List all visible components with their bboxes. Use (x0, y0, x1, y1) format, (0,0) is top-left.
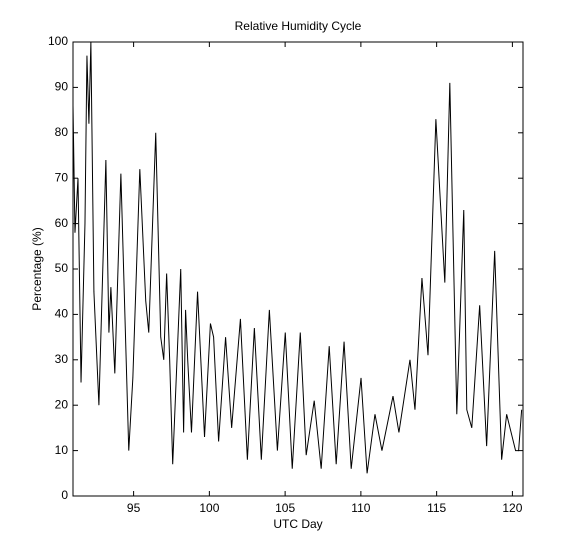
line-series (72, 41, 523, 474)
y-tick-label: 100 (48, 34, 68, 48)
x-tick-label: 110 (351, 501, 370, 515)
y-tick-label: 70 (55, 170, 69, 184)
x-tick-label: 100 (199, 501, 219, 515)
y-tick-label: 20 (55, 397, 69, 411)
y-tick-label: 30 (55, 352, 69, 366)
y-tick-label: 10 (55, 443, 69, 457)
x-tick-label: 105 (275, 501, 295, 515)
x-axis-label: UTC Day (273, 517, 322, 531)
y-axis-label: Percentage (%) (30, 227, 44, 310)
y-tick-label: 40 (55, 307, 69, 321)
y-tick-label: 60 (55, 216, 69, 230)
x-tick-label: 95 (127, 501, 141, 515)
y-tick-label: 90 (55, 80, 69, 94)
y-tick-label: 0 (61, 488, 68, 502)
y-tick-label: 50 (55, 261, 69, 275)
y-tick-label: 80 (55, 125, 69, 139)
x-tick-label: 120 (502, 501, 522, 515)
x-tick-label: 115 (427, 501, 446, 515)
chart-title: Relative Humidity Cycle (235, 19, 362, 33)
